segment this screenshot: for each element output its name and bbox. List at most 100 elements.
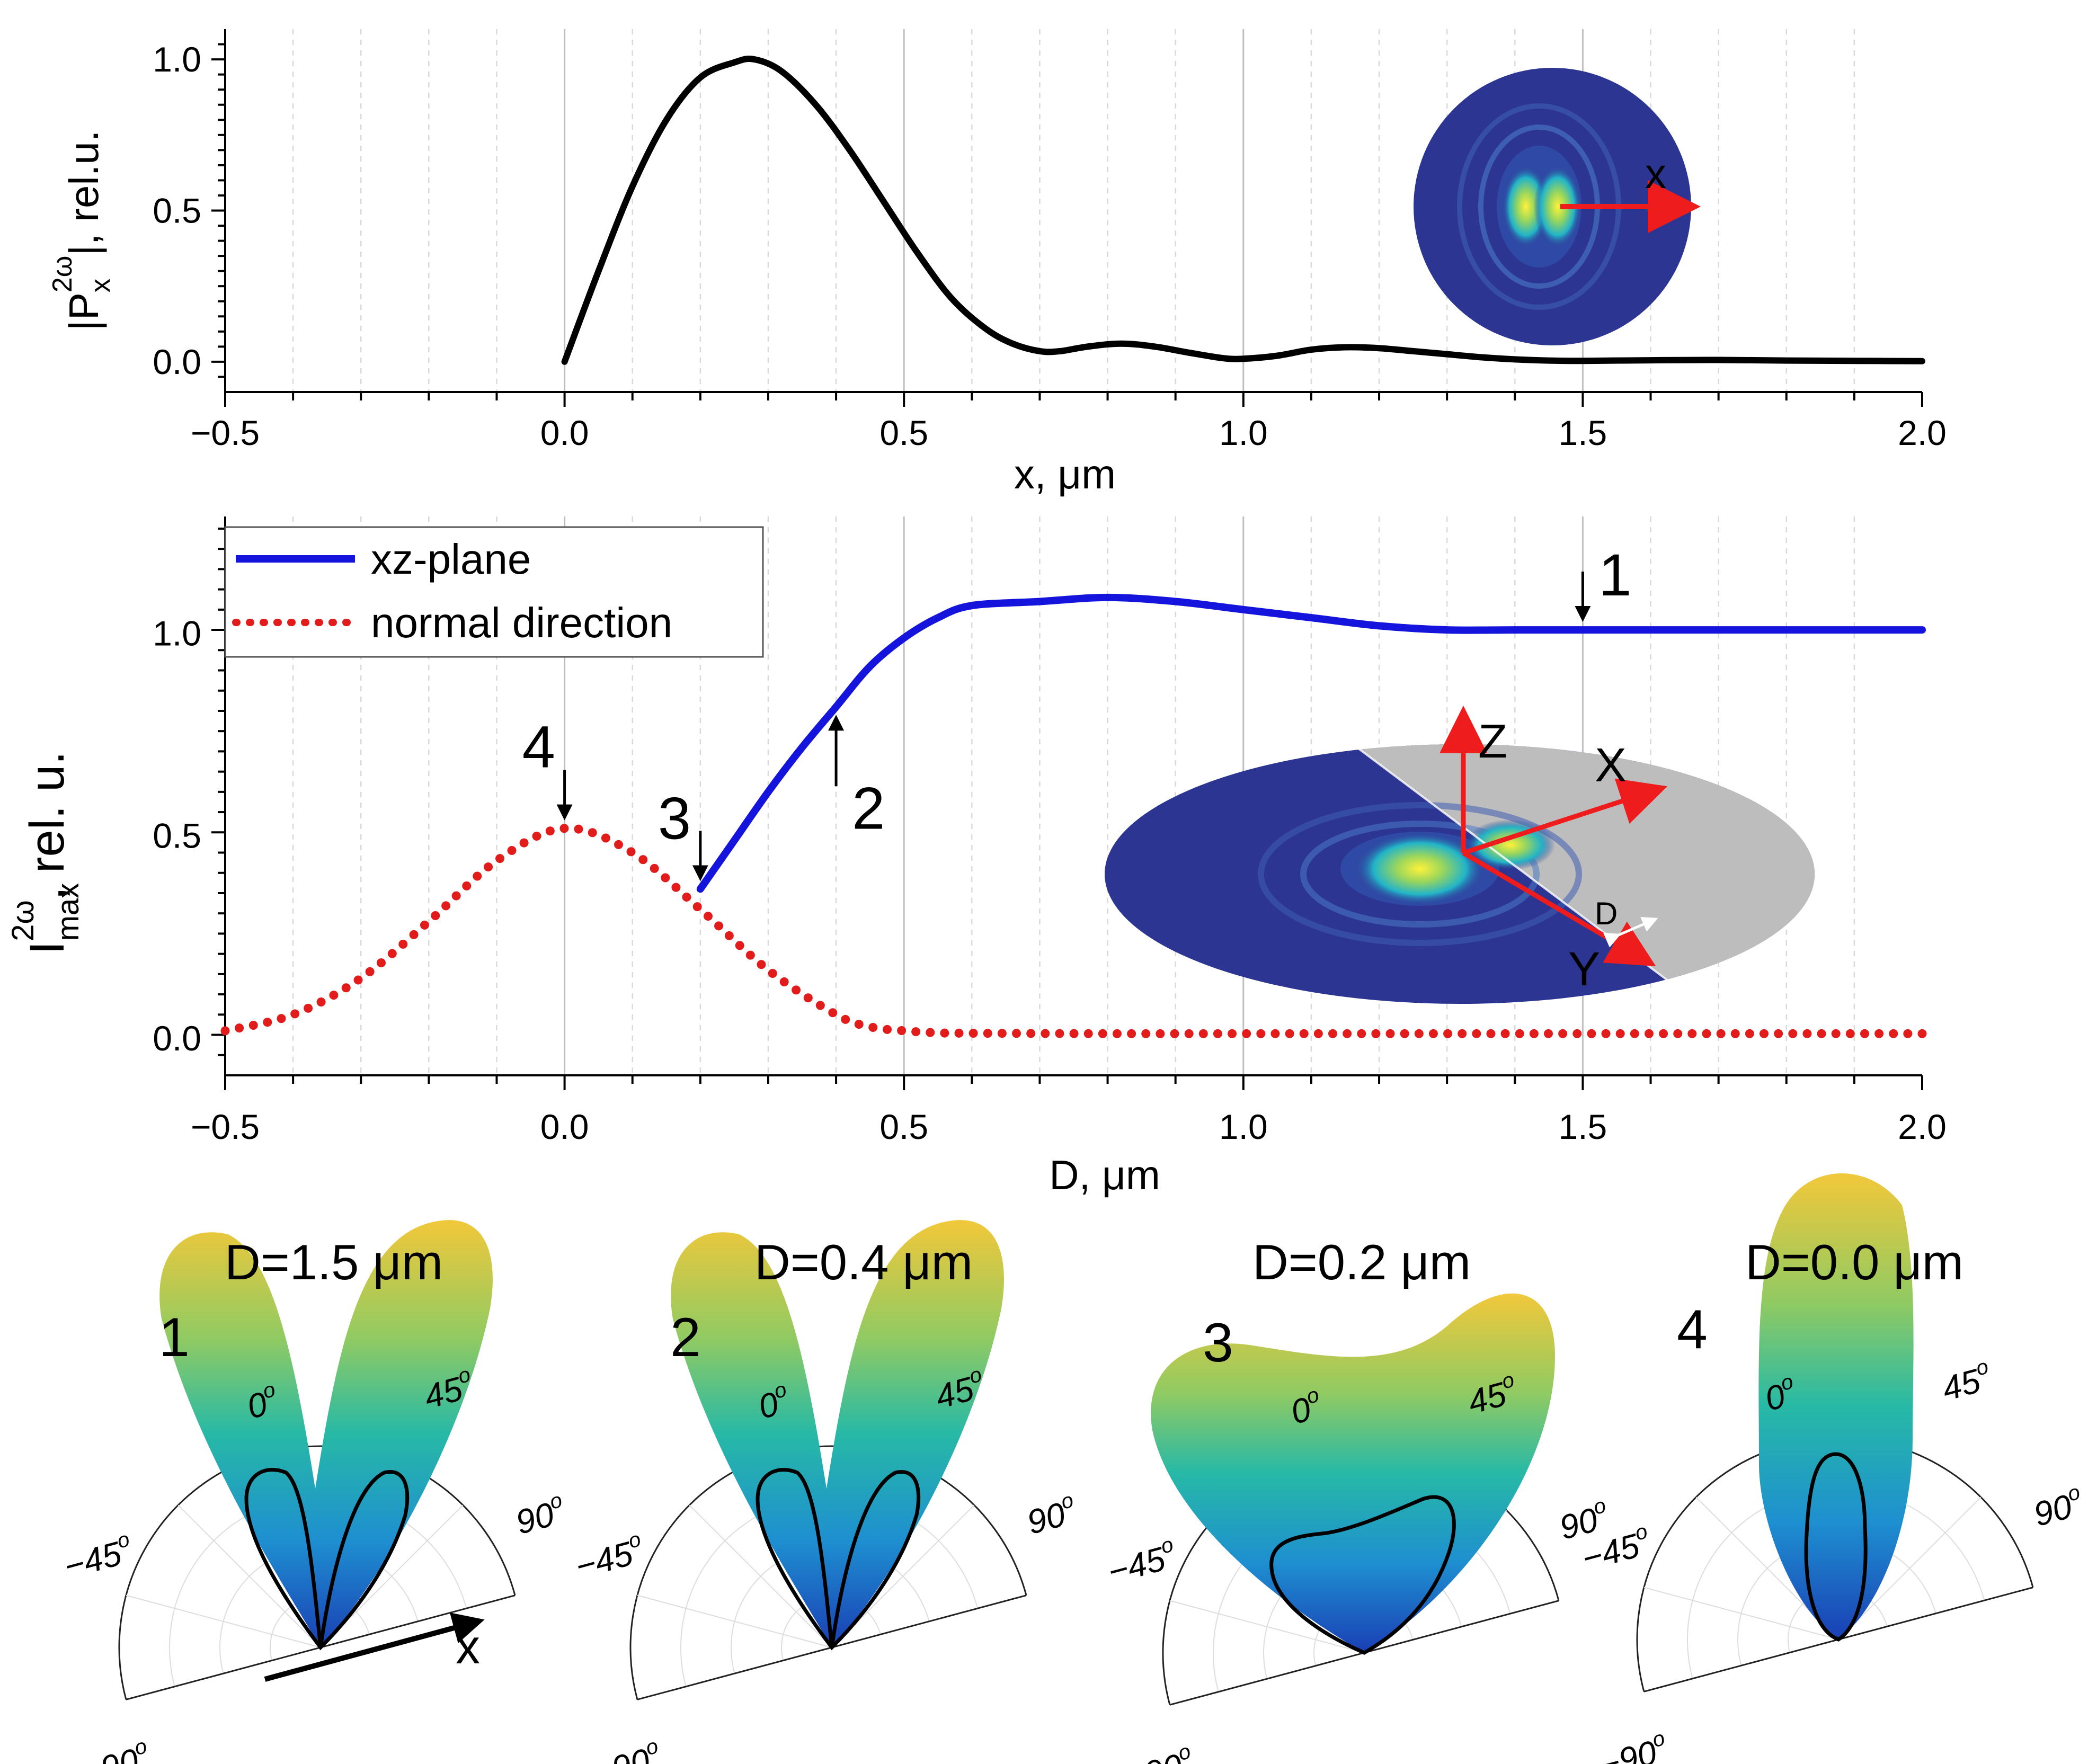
normal-direction-point xyxy=(495,854,505,863)
normal-direction-point xyxy=(1817,1029,1826,1038)
normal-direction-point xyxy=(473,871,482,881)
normal-direction-point xyxy=(1213,1029,1222,1038)
series-xz-plane-line xyxy=(696,593,1926,893)
x-tick-label: 0.0 xyxy=(540,1107,589,1146)
x-tick-label: 2.0 xyxy=(1898,413,1947,452)
annotation-label-2: 2 xyxy=(852,775,885,841)
normal-direction-point xyxy=(1515,1029,1524,1038)
x-tick-label: 1.0 xyxy=(1219,1107,1268,1146)
normal-direction-point xyxy=(1357,1029,1366,1038)
x-tick-label: −0.5 xyxy=(191,413,260,452)
normal-direction-point xyxy=(441,901,451,911)
y-tick-label: 0.0 xyxy=(153,342,201,381)
top-ylabel-sub: x xyxy=(85,279,116,292)
normal-direction-point xyxy=(704,912,713,921)
normal-direction-point xyxy=(263,1018,272,1027)
normal-direction-point xyxy=(692,902,702,912)
polar-spoke xyxy=(1838,1496,1982,1640)
normal-direction-point xyxy=(1385,1029,1395,1038)
polar-spoke xyxy=(1169,1600,1365,1653)
normal-direction-point xyxy=(316,997,326,1007)
normal-direction-point xyxy=(1414,1029,1424,1038)
degree-mark: o xyxy=(1059,1489,1076,1514)
polar-angle-label: 90o xyxy=(2029,1481,2087,1534)
polar-title: D=0.2 μm xyxy=(1252,1234,1471,1290)
normal-direction-point xyxy=(1774,1029,1783,1038)
normal-direction-point xyxy=(1845,1029,1855,1038)
normal-direction-point xyxy=(1112,1029,1122,1038)
normal-direction-point xyxy=(329,991,339,1000)
svg-text:|Px2ω|, rel.u.: |Px 2ω|, rel.u. xyxy=(47,130,116,331)
normal-direction-point xyxy=(854,1020,864,1029)
normal-direction-point xyxy=(792,985,801,995)
normal-direction-point xyxy=(248,1020,258,1030)
normal-direction-point xyxy=(376,958,386,968)
normal-direction-point xyxy=(304,1003,313,1013)
d-arrow xyxy=(1603,917,1658,948)
degree-mark: o xyxy=(643,1734,661,1760)
normal-direction-point xyxy=(1644,1029,1654,1038)
polar-angle-label: 90o xyxy=(511,1489,570,1542)
top-grid xyxy=(292,29,1855,392)
middle-axes xyxy=(211,516,1923,1090)
lobe-surface xyxy=(671,1220,1004,1651)
polar-angle-label: −90o xyxy=(588,1734,665,1764)
x-tick-label: 1.5 xyxy=(1559,1107,1607,1146)
normal-direction-point xyxy=(1831,1029,1841,1038)
normal-direction-point xyxy=(1242,1029,1251,1038)
normal-direction-point xyxy=(1400,1029,1409,1038)
normal-direction-point xyxy=(983,1029,992,1038)
lobe-surface xyxy=(1151,1293,1555,1655)
normal-direction-point xyxy=(1687,1029,1697,1038)
normal-direction-point xyxy=(1860,1029,1869,1038)
polar-x-label: x xyxy=(456,1620,480,1674)
top-chart: −0.5 0.0 0.5 1.0 1.5 2.0 0.00.51.0 x, μm |Px2… xyxy=(47,29,1947,497)
middle-inset: Z X Y D xyxy=(1105,706,1815,1034)
polar-number: 4 xyxy=(1677,1299,1708,1360)
x-label: X xyxy=(1595,739,1627,792)
normal-direction-point xyxy=(661,873,670,883)
z-label: Z xyxy=(1478,715,1507,768)
normal-direction-point xyxy=(1659,1029,1668,1038)
lobe-section-outline xyxy=(1804,1452,1868,1642)
normal-direction-point xyxy=(365,967,375,976)
normal-direction-point xyxy=(954,1028,964,1038)
normal-direction-point xyxy=(1529,1029,1539,1038)
middle-ylabel-sub: max xyxy=(51,883,85,941)
normal-direction-point xyxy=(1486,1029,1496,1038)
normal-direction-point xyxy=(1228,1029,1237,1038)
normal-direction-point xyxy=(409,930,419,939)
normal-direction-point xyxy=(1788,1029,1798,1038)
normal-direction-point xyxy=(1601,1029,1611,1038)
annotation-label-3: 3 xyxy=(658,785,691,851)
degree-mark: o xyxy=(1974,1355,1991,1380)
normal-direction-point xyxy=(277,1014,286,1023)
series-normal-direction-dots xyxy=(220,824,1927,1038)
y-tick-label: 0.5 xyxy=(153,191,201,230)
polar-angle-label: −90o xyxy=(1120,1740,1198,1764)
normal-direction-point xyxy=(601,833,610,843)
normal-direction-point xyxy=(968,1029,978,1038)
normal-direction-point xyxy=(387,949,397,958)
normal-direction-point xyxy=(1328,1029,1337,1038)
normal-direction-point xyxy=(1673,1029,1683,1038)
normal-direction-point xyxy=(235,1023,244,1033)
polar-spoke xyxy=(126,1594,321,1648)
normal-direction-point xyxy=(1544,1029,1553,1038)
normal-direction-point xyxy=(768,969,777,978)
normal-direction-point xyxy=(1587,1029,1596,1038)
middle-ytick-labels: 0.0 0.5 1.0 xyxy=(153,613,201,1057)
normal-direction-point xyxy=(1917,1029,1927,1038)
middle-chart: Z X Y D −0.5 0.0 0.5 1.0 1.5 2.0 0.0 0.5 1.0 1 2… xyxy=(6,516,1947,1198)
d-label: D xyxy=(1595,896,1618,931)
normal-direction-point xyxy=(588,828,597,838)
normal-direction-point xyxy=(1299,1029,1309,1038)
annotation-label-1: 1 xyxy=(1598,542,1631,608)
normal-direction-point xyxy=(897,1026,907,1036)
x-tick-label: 2.0 xyxy=(1898,1107,1947,1146)
top-ylabel: |Px 2ω|, rel.u. xyxy=(47,130,116,331)
normal-direction-point xyxy=(1630,1029,1639,1038)
normal-direction-point xyxy=(940,1028,949,1038)
